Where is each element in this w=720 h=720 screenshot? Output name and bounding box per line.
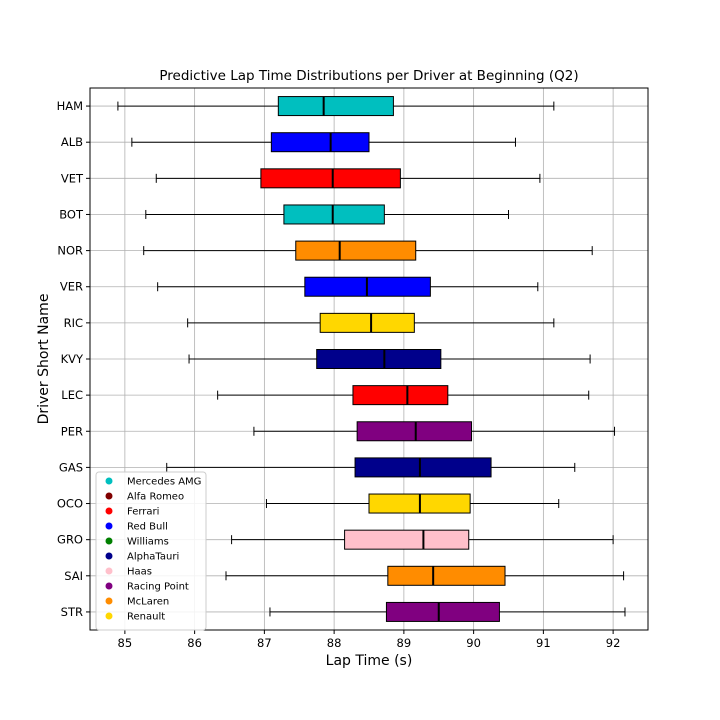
whiskers — [117, 101, 626, 617]
legend-marker — [105, 612, 113, 620]
box-ham — [277, 96, 394, 117]
y-tick-label: GRO — [57, 533, 83, 547]
legend-marker — [105, 597, 113, 605]
x-tick-label: 85 — [118, 636, 133, 650]
y-tick-label: LEC — [61, 388, 83, 402]
box-alb — [270, 132, 370, 153]
legend: Mercedes AMG Alfa Romeo Ferrari Red Bull Wil… — [95, 471, 207, 631]
y-tick-label: KVY — [61, 352, 84, 366]
legend-label: Alfa Romeo — [127, 492, 184, 503]
y-tick-label: OCO — [57, 497, 83, 511]
legend-label: Mercedes AMG — [127, 477, 201, 488]
x-axis-label: Lap Time (s) — [326, 653, 413, 669]
legend-label: Renault — [127, 612, 165, 623]
box-str — [385, 601, 500, 622]
y-tick-label: VER — [60, 280, 83, 294]
legend-box — [95, 471, 207, 631]
legend-marker — [105, 567, 113, 575]
x-tick-label: 87 — [257, 636, 272, 650]
y-tick-label: STR — [61, 605, 83, 619]
legend-marker — [105, 492, 113, 500]
box-lec — [352, 385, 449, 406]
x-tick-label: 86 — [187, 636, 202, 650]
y-tick-label: RIC — [64, 316, 83, 330]
legend-label: Red Bull — [127, 522, 168, 533]
y-tick-label: GAS — [59, 460, 83, 474]
chart-title: Predictive Lap Time Distributions per Dr… — [159, 68, 578, 84]
x-tick-label: 89 — [397, 636, 412, 650]
y-tick-label: HAM — [57, 99, 83, 113]
y-axis-label: Driver Short Name — [36, 294, 52, 425]
y-tick-label: PER — [61, 424, 83, 438]
box-vet — [260, 168, 401, 189]
box-kvy — [316, 349, 442, 369]
legend-label: Williams — [127, 537, 169, 548]
x-axis-ticks: 85 86 87 88 89 90 91 92 — [118, 630, 621, 650]
y-tick-label: VET — [61, 171, 84, 185]
y-tick-label: NOR — [57, 244, 83, 258]
legend-marker — [105, 537, 113, 545]
legend-label: McLaren — [127, 597, 169, 608]
y-tick-label: SAI — [64, 569, 83, 583]
legend-label: Haas — [127, 567, 152, 578]
box-nor — [295, 240, 417, 261]
legend-marker — [105, 552, 113, 560]
medians — [322, 96, 440, 622]
legend-marker — [105, 522, 113, 530]
box-gro — [344, 529, 470, 550]
x-tick-label: 91 — [536, 636, 551, 650]
legend-label: Racing Point — [127, 582, 189, 593]
box-per — [356, 421, 473, 442]
legend-label: AlphaTauri — [127, 552, 179, 563]
y-tick-label: BOT — [59, 207, 84, 221]
box-bot — [283, 204, 385, 225]
y-tick-label: ALB — [61, 135, 83, 149]
x-tick-label: 92 — [606, 636, 621, 650]
x-tick-label: 90 — [466, 636, 481, 650]
legend-label: Ferrari — [127, 507, 159, 518]
legend-marker — [105, 477, 113, 485]
legend-marker — [105, 507, 113, 515]
y-axis-ticks: HAM ALB VET BOT NOR VER RIC KVY LEC PER GAS OCO GRO S… — [57, 99, 90, 619]
legend-marker — [105, 582, 113, 590]
box-sai — [387, 565, 506, 586]
box-gas — [354, 457, 492, 478]
x-tick-label: 88 — [327, 636, 342, 650]
box-ric — [319, 312, 415, 333]
